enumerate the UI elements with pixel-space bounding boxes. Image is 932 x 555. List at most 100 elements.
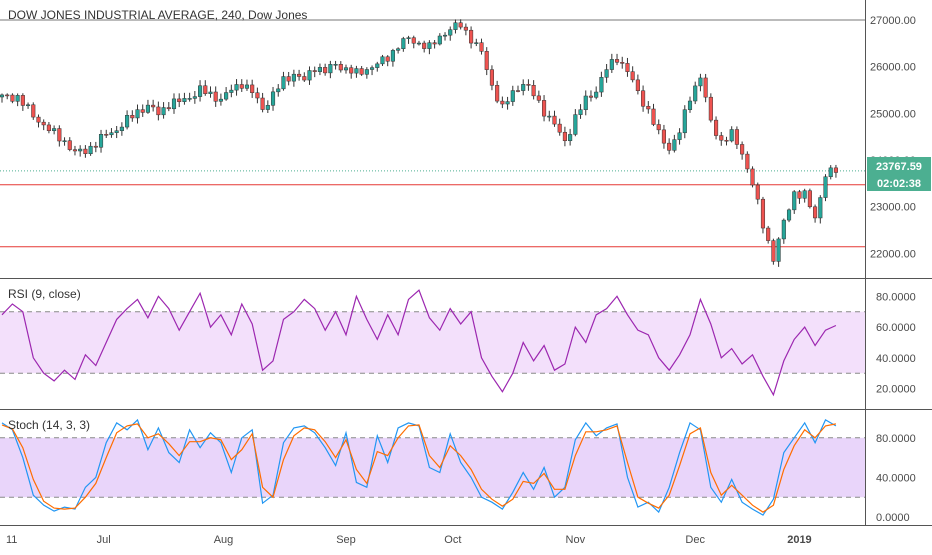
candle-up <box>328 64 333 74</box>
last-price-value: 23767.59 <box>876 161 922 173</box>
candle-down <box>833 167 838 173</box>
candle-down <box>646 105 651 110</box>
candle-down <box>661 129 666 144</box>
candle-up <box>505 101 510 105</box>
rsi-tick-label: 20.0000 <box>876 384 916 396</box>
candle-down <box>557 123 562 133</box>
candle-down <box>667 142 672 151</box>
candle-down <box>588 95 594 98</box>
candle-up <box>547 115 552 118</box>
rsi-axis-ticks: 80.0000 60.0000 40.0000 20.0000 <box>876 291 916 395</box>
candle-down <box>72 149 78 152</box>
candle-down <box>213 91 218 102</box>
candle-down <box>766 227 771 241</box>
candle-up <box>510 90 515 102</box>
candle-up <box>802 190 807 199</box>
candle-up <box>364 69 369 75</box>
candle-up <box>88 145 93 154</box>
candle-down <box>177 98 182 102</box>
candle-down <box>708 96 713 121</box>
stoch-band-fill <box>0 437 865 498</box>
candle-up <box>416 42 422 45</box>
candle-down <box>719 135 724 141</box>
candle-up <box>578 109 583 115</box>
candle-up <box>229 89 234 93</box>
countdown-badge-bg <box>867 174 931 191</box>
candle-down <box>93 145 98 148</box>
candle-up <box>276 88 281 93</box>
time-tick-label: Oct <box>444 534 461 546</box>
candle-down <box>724 139 729 142</box>
last-price-badge-bg <box>867 157 931 174</box>
candle-up <box>573 114 578 135</box>
candle-up <box>406 37 411 39</box>
rsi-tick-label: 40.0000 <box>876 353 916 365</box>
price-candles <box>0 19 838 267</box>
candle-down <box>614 59 620 63</box>
candle-down <box>349 67 354 74</box>
candle-down <box>20 95 25 106</box>
candle-down <box>338 64 343 71</box>
candle-down <box>297 73 302 77</box>
rsi-pane-title: RSI (9, close) <box>8 287 81 301</box>
candle-down <box>515 90 521 92</box>
candle-down <box>359 68 364 75</box>
candle-up <box>437 35 442 45</box>
time-tick-label: 2019 <box>787 534 811 546</box>
stoch-pane: 80.0000 40.0000 0.0000 Stoch (14, 3, 3) <box>0 418 916 524</box>
candle-up <box>396 48 401 51</box>
candle-down <box>36 116 41 123</box>
candle-down <box>255 92 260 99</box>
candle-down <box>630 71 635 81</box>
candle-up <box>343 67 349 71</box>
stoch-band <box>0 437 865 498</box>
candle-up <box>781 219 786 240</box>
countdown-value: 02:02:38 <box>877 178 921 190</box>
time-tick-label: 11 <box>6 534 17 546</box>
candle-up <box>187 98 192 100</box>
candle-down <box>432 42 437 45</box>
candle-down <box>83 148 88 154</box>
candle-down <box>67 140 72 150</box>
candle-down <box>489 69 494 86</box>
candle-down <box>745 153 750 170</box>
candle-down <box>635 79 640 92</box>
candle-down <box>463 26 468 31</box>
time-axis-ticks: 11 Jul Aug Sep Oct Nov Dec 2019 <box>6 534 812 546</box>
candle-up <box>693 85 698 102</box>
candle-up <box>448 29 453 36</box>
candle-up <box>604 69 609 78</box>
candle-up <box>792 191 797 211</box>
candle-up <box>26 104 31 107</box>
stoch-line-pct-d <box>1 423 837 513</box>
candle-down <box>156 106 161 116</box>
last-price-badge: 23767.59 02:02:38 <box>867 157 931 191</box>
candle-up <box>125 115 130 128</box>
candle-up <box>828 167 833 178</box>
candle-up <box>677 132 682 140</box>
candle-down <box>302 76 307 81</box>
stoch-axis-ticks: 80.0000 40.0000 0.0000 <box>876 433 916 524</box>
candle-down <box>495 85 500 102</box>
candle-up <box>729 129 734 142</box>
candle-up <box>776 238 781 262</box>
candle-up <box>218 98 223 102</box>
candle-down <box>797 191 802 199</box>
candle-down <box>641 90 646 107</box>
candle-down <box>526 84 531 86</box>
price-pane-title: DOW JONES INDUSTRIAL AVERAGE, 240, Dow J… <box>8 8 307 22</box>
candle-down <box>41 121 46 126</box>
price-axis-ticks: 27000.0026000.0025000.0024000.0023000.00… <box>870 15 916 260</box>
stoch-tick-label: 80.0000 <box>876 433 916 445</box>
rsi-pane: 80.0000 60.0000 40.0000 20.0000 RSI (9, clo… <box>0 287 916 397</box>
candle-down <box>760 198 766 229</box>
candle-down <box>57 128 62 142</box>
price-pane: 27000.0026000.0025000.0024000.0023000.00… <box>0 8 931 267</box>
price-tick-label: 25000.00 <box>870 108 916 120</box>
candle-up <box>401 38 406 49</box>
candle-down <box>536 95 541 101</box>
candle-up <box>244 84 250 89</box>
candle-up <box>291 73 296 82</box>
candle-up <box>599 77 604 93</box>
